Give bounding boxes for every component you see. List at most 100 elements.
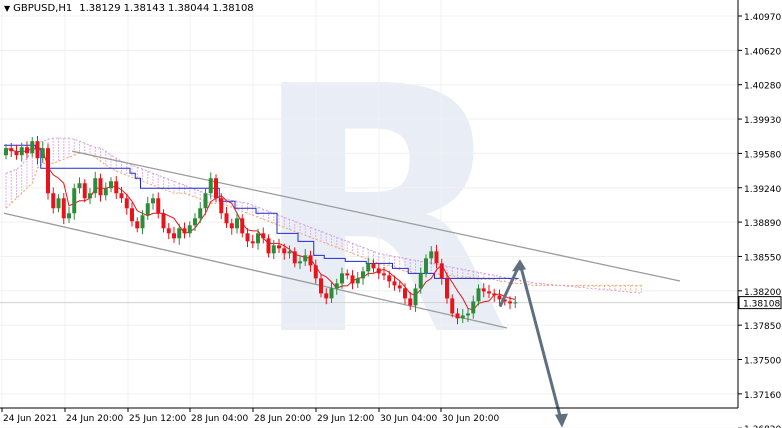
- candle-body: [208, 178, 213, 194]
- channel-lower-line: [3, 212, 508, 329]
- candle-body: [287, 251, 292, 254]
- symbol-label: GBPUSD,H1: [13, 3, 73, 14]
- candle-body: [508, 301, 512, 304]
- candle-body: [166, 228, 171, 234]
- y-tick-label: 1.36820: [744, 425, 781, 428]
- y-tick-label: 1.37850: [744, 322, 781, 332]
- candle-body: [61, 198, 66, 219]
- low-value: 1.38044: [167, 3, 210, 14]
- kijun-sen-line: [4, 144, 519, 279]
- candle-body: [51, 193, 56, 209]
- candle-body: [502, 299, 507, 302]
- y-tick-label: 1.37160: [744, 391, 781, 401]
- candle-body: [366, 263, 371, 272]
- candle-body: [177, 228, 182, 239]
- candle-body: [140, 215, 145, 229]
- symbol-dropdown-icon[interactable]: ▼: [4, 4, 11, 13]
- y-tick-label: 1.40280: [744, 82, 781, 92]
- candle-body: [350, 275, 355, 284]
- x-tick-label: 24 Jun 2021: [3, 414, 57, 424]
- candle-body: [308, 255, 313, 266]
- candle-body: [198, 208, 203, 219]
- y-tick-label: 1.40620: [744, 47, 781, 57]
- x-tick-label: 24 Jun 20:00: [66, 414, 123, 424]
- candle-body: [298, 261, 302, 264]
- candle-body: [240, 218, 245, 234]
- candle-body: [224, 213, 229, 224]
- candle-body: [93, 178, 98, 194]
- chart-title-bar: ▼ GBPUSD,H1 1.38129 1.38143 1.38044 1.38…: [4, 3, 254, 14]
- candle-body: [292, 251, 297, 264]
- candle-body: [334, 283, 339, 289]
- y-tick-label: 1.39240: [744, 185, 781, 195]
- y-tick-label: 1.38200: [744, 288, 781, 298]
- candle-body: [124, 198, 129, 209]
- candle-body: [424, 258, 428, 274]
- candle-body: [145, 203, 150, 216]
- candle-body: [135, 221, 140, 229]
- current-price-tag: [738, 296, 782, 310]
- x-tick-label: 25 Jun 12:00: [129, 414, 186, 424]
- candle-body: [256, 233, 260, 244]
- candle-body: [382, 273, 386, 276]
- candle-body: [303, 255, 308, 262]
- y-tick-label: 1.39930: [744, 116, 781, 126]
- y-tick-label: 1.38550: [744, 253, 781, 263]
- candle-body: [282, 248, 287, 254]
- candle-body: [261, 233, 266, 239]
- candle-body: [114, 181, 119, 194]
- candle-body: [266, 238, 271, 254]
- candle-body: [513, 302, 518, 304]
- candle-body: [172, 233, 176, 239]
- candle-body: [277, 245, 281, 249]
- forecast-arrow-layer[interactable]: [498, 259, 568, 428]
- x-tick-label: 28 Jun 04:00: [191, 414, 248, 424]
- candle-body: [40, 148, 45, 159]
- candle-body: [30, 141, 35, 154]
- candle-body: [214, 178, 218, 199]
- candles-layer: [4, 135, 518, 325]
- candle-body: [245, 233, 250, 242]
- candle-body: [4, 148, 8, 156]
- candle-body: [77, 183, 82, 189]
- y-tick-label: 1.39580: [744, 150, 781, 160]
- candle-body: [376, 268, 381, 274]
- y-tick-label: 1.37500: [744, 357, 781, 367]
- candle-body: [25, 147, 29, 154]
- candle-body: [19, 147, 24, 156]
- candle-body: [229, 223, 234, 229]
- candle-body: [319, 278, 323, 294]
- candle-body: [82, 183, 87, 199]
- high-value: 1.38143: [123, 3, 165, 14]
- candle-body: [471, 301, 476, 314]
- candle-body: [476, 288, 481, 302]
- candle-body: [313, 265, 318, 279]
- y-tick-label: 1.40970: [744, 13, 781, 23]
- candle-body: [492, 293, 497, 296]
- trend-channel-layer[interactable]: [3, 150, 681, 329]
- candle-body: [187, 225, 192, 234]
- candle-body: [182, 228, 187, 234]
- candle-body: [250, 241, 255, 244]
- candle-body: [219, 198, 224, 214]
- candle-body: [434, 251, 439, 264]
- candle-body: [119, 193, 124, 199]
- x-tick-label: 29 Jun 12:00: [317, 414, 374, 424]
- forecast-arrow-head-down: [555, 413, 568, 428]
- candle-body: [413, 288, 418, 306]
- candle-body: [392, 281, 397, 286]
- candle-body: [439, 263, 444, 279]
- x-tick-label: 30 Jun 04:00: [380, 414, 437, 424]
- open-value: 1.38129: [79, 3, 121, 14]
- candle-body: [397, 285, 402, 289]
- candle-body: [418, 273, 423, 289]
- candle-body: [67, 213, 71, 219]
- channel-upper-line: [72, 150, 681, 282]
- candle-body: [445, 278, 449, 299]
- candle-body: [340, 273, 344, 284]
- candle-body: [161, 213, 166, 229]
- candle-body: [46, 148, 50, 194]
- candle-body: [9, 148, 14, 152]
